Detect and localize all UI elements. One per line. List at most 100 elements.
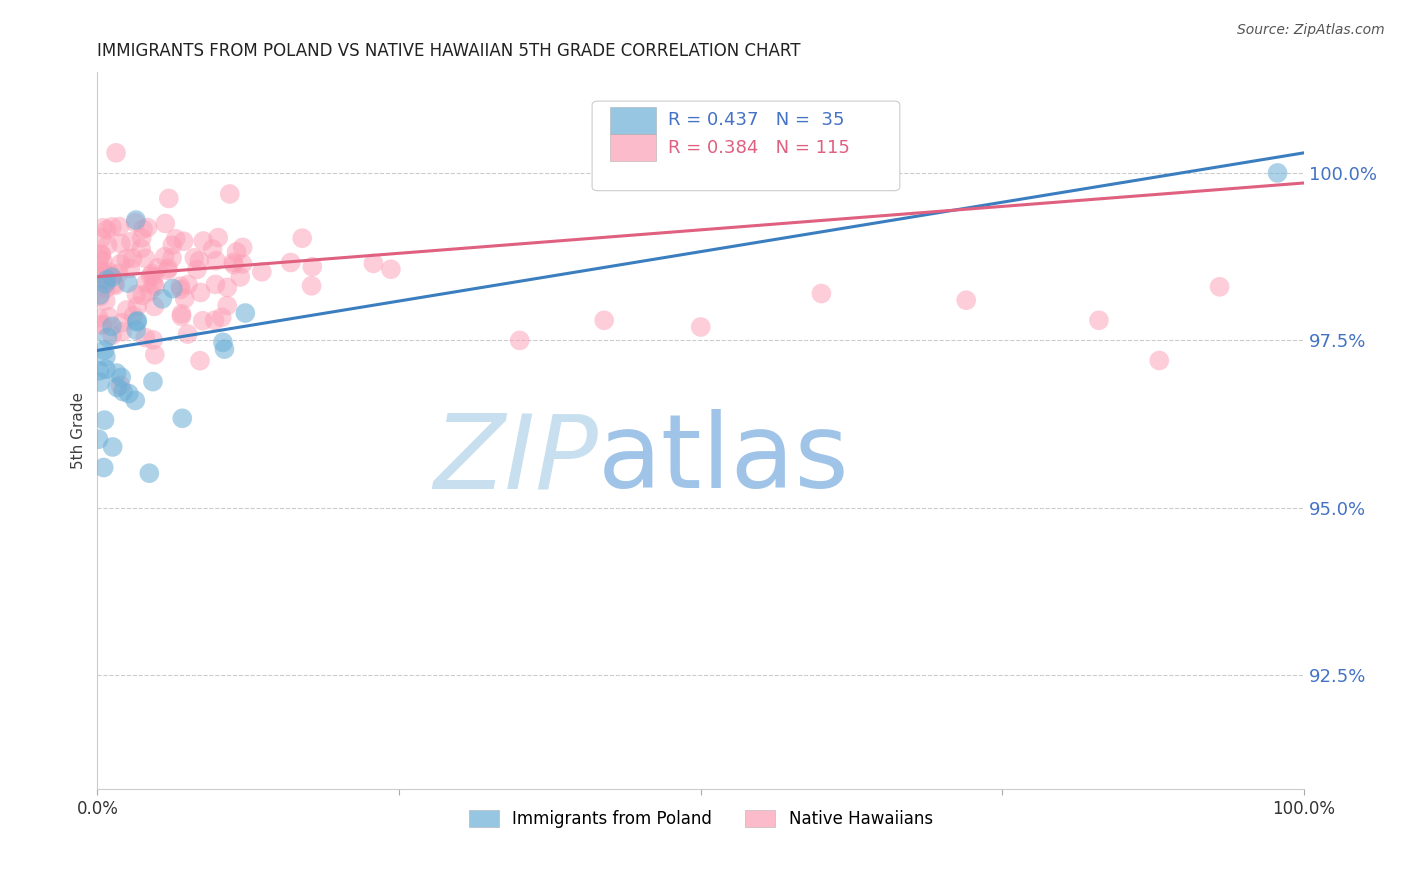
Point: [280, 255, 302, 269]
Point: [125, 287, 148, 301]
Point: [101, 219, 124, 234]
Point: [186, 262, 208, 277]
Point: [170, 282, 193, 296]
Point: [250, 265, 273, 279]
Point: [165, 232, 187, 246]
Point: [135, 276, 157, 290]
Point: [115, 302, 138, 317]
Point: [212, 335, 235, 350]
Point: [125, 213, 148, 227]
Point: [172, 411, 194, 425]
Bar: [610, 107, 657, 134]
Point: [142, 333, 165, 347]
Point: [1208, 280, 1230, 294]
Point: [93, 343, 115, 358]
Point: [132, 222, 155, 236]
Point: [222, 258, 245, 272]
Point: [955, 293, 977, 308]
Point: [91, 318, 114, 333]
Point: [146, 260, 169, 275]
Point: [142, 269, 165, 284]
Point: [94, 267, 117, 281]
Point: [1149, 353, 1171, 368]
Point: [90, 272, 112, 286]
Point: [131, 231, 153, 245]
Point: [90, 248, 112, 262]
Point: [143, 348, 166, 362]
Point: [97, 265, 120, 279]
Point: [217, 299, 239, 313]
Point: [105, 145, 128, 160]
Point: [101, 440, 124, 454]
Point: [204, 277, 226, 292]
Point: [222, 255, 245, 269]
Point: [89, 364, 111, 378]
Point: [100, 269, 122, 284]
Point: [207, 230, 229, 244]
Point: [131, 288, 153, 302]
Point: [91, 265, 114, 279]
Point: [91, 318, 114, 332]
Point: [136, 220, 159, 235]
Point: [101, 328, 124, 343]
Point: [1267, 166, 1289, 180]
Bar: [610, 134, 657, 161]
Point: [104, 278, 127, 293]
Point: [122, 309, 145, 323]
Point: [118, 386, 141, 401]
Point: [142, 375, 165, 389]
Point: [593, 313, 616, 327]
Point: [110, 378, 132, 392]
Point: [191, 314, 214, 328]
Point: [94, 350, 117, 364]
Point: [90, 268, 112, 283]
Point: [111, 316, 134, 330]
Point: [94, 293, 117, 308]
Point: [117, 276, 139, 290]
Text: ZIP: ZIP: [433, 409, 598, 509]
Point: [107, 266, 129, 280]
Point: [301, 278, 323, 293]
Point: [156, 263, 179, 277]
Point: [96, 330, 118, 344]
Point: [214, 342, 236, 356]
Point: [110, 370, 132, 384]
Y-axis label: 5th Grade: 5th Grade: [72, 392, 86, 469]
Point: [108, 219, 131, 234]
Point: [188, 253, 211, 268]
Point: [105, 380, 128, 394]
Point: [190, 285, 212, 300]
Point: [380, 262, 402, 277]
Point: [170, 310, 193, 324]
Point: [94, 281, 117, 295]
Point: [211, 310, 233, 325]
Point: [87, 432, 110, 446]
Point: [111, 325, 134, 339]
FancyBboxPatch shape: [592, 101, 900, 191]
Point: [134, 252, 156, 266]
Point: [177, 277, 200, 292]
Point: [509, 334, 531, 348]
Point: [115, 252, 138, 266]
Point: [689, 320, 711, 334]
Point: [91, 254, 114, 268]
Point: [90, 266, 112, 280]
Point: [143, 300, 166, 314]
Point: [173, 234, 195, 248]
Point: [232, 240, 254, 254]
Point: [112, 384, 135, 399]
Point: [105, 366, 128, 380]
Point: [204, 313, 226, 327]
Point: [139, 268, 162, 283]
Point: [121, 251, 143, 265]
Point: [143, 279, 166, 293]
Point: [101, 270, 124, 285]
Point: [93, 460, 115, 475]
Point: [91, 220, 114, 235]
Point: [173, 292, 195, 306]
Point: [93, 413, 115, 427]
Point: [205, 253, 228, 268]
Point: [363, 256, 385, 270]
Point: [125, 315, 148, 329]
Point: [188, 353, 211, 368]
